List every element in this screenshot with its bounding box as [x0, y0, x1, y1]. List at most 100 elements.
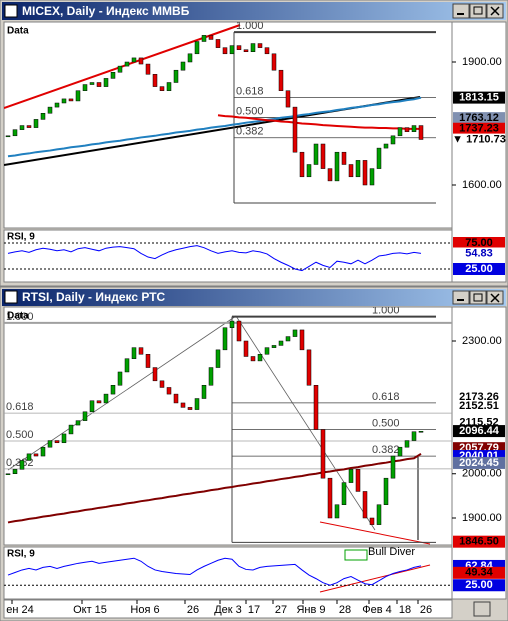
price-box-label: 25.00	[465, 263, 493, 275]
candle	[187, 53, 193, 63]
candle	[222, 327, 228, 351]
candle	[271, 53, 277, 71]
rsi-panel	[3, 546, 453, 600]
candle	[229, 45, 235, 55]
candle	[12, 129, 18, 137]
candle	[201, 385, 207, 399]
candle	[194, 398, 200, 410]
candle	[362, 491, 368, 519]
candle	[5, 135, 11, 138]
candle	[334, 504, 340, 519]
fib-label: 0.500	[372, 417, 400, 429]
price-box-label: 49.34	[465, 567, 493, 579]
rsi-line	[7, 557, 422, 586]
price-box-label: 54.83	[465, 247, 493, 259]
candle	[138, 347, 144, 355]
candle	[411, 431, 417, 441]
fib-label: 0.618	[6, 401, 34, 413]
candle	[362, 160, 368, 186]
x-tick-label: 18	[399, 604, 411, 616]
scale-button[interactable]	[473, 601, 491, 617]
candle	[285, 336, 291, 342]
candle	[54, 440, 60, 444]
candle	[313, 143, 319, 165]
minimize-button[interactable]	[452, 3, 470, 19]
candle	[19, 460, 25, 470]
candle	[404, 440, 410, 448]
candle	[19, 125, 25, 130]
window-buttons	[452, 290, 504, 305]
panel-label: RSI, 9	[7, 232, 35, 243]
candle	[75, 420, 81, 426]
panel-label: Data	[7, 26, 29, 37]
candle	[145, 354, 151, 368]
candle	[278, 340, 284, 346]
candle	[397, 446, 403, 457]
title-bar[interactable]	[2, 2, 506, 20]
candle	[131, 347, 137, 359]
candle	[313, 385, 319, 430]
candle	[40, 113, 46, 120]
moving-average	[217, 114, 421, 130]
candle	[390, 455, 396, 479]
candle	[229, 320, 235, 328]
minimize-button[interactable]	[452, 290, 470, 305]
price-box-label: 2173.26	[459, 391, 499, 403]
price-box	[453, 91, 505, 104]
fib-label: 0.500	[6, 429, 34, 441]
price-box	[453, 579, 505, 592]
price-box-label: 2096.44	[459, 425, 500, 437]
candle	[124, 358, 130, 373]
candle	[355, 160, 361, 178]
window-title: RTSI, Daily - Индекс РТС	[22, 290, 166, 304]
candle	[5, 473, 11, 475]
candle	[124, 61, 130, 67]
price-box-label: 25.00	[465, 579, 493, 591]
candle	[145, 63, 151, 75]
candle	[54, 102, 60, 108]
candle	[117, 65, 123, 73]
x-tick-label: Янв 9	[296, 604, 325, 616]
price-box	[453, 247, 505, 260]
candle	[341, 151, 347, 165]
candle	[306, 164, 312, 178]
candle	[47, 440, 53, 448]
candle	[348, 469, 354, 483]
candle	[138, 57, 144, 65]
candle	[173, 393, 179, 404]
fib-label: 0.382	[236, 126, 264, 138]
price-box-label: 1763.12	[459, 112, 499, 124]
fib-label: 1.000	[372, 305, 400, 317]
candle	[152, 74, 158, 87]
y-tick-label: 1600.00	[462, 179, 502, 191]
x-tick-label: 28	[339, 604, 351, 616]
price-box	[453, 391, 505, 404]
y-tick-label: 2300.00	[462, 335, 502, 347]
fib-label: 0.500	[236, 105, 264, 117]
candle	[355, 469, 361, 492]
layer	[4, 557, 452, 586]
candle	[292, 106, 298, 153]
candle	[264, 47, 270, 55]
candle	[341, 482, 347, 505]
title-bar[interactable]	[2, 289, 506, 306]
window-title: MICEX, Daily - Индекс ММВБ	[22, 4, 190, 18]
candle	[376, 147, 382, 169]
candle	[173, 69, 179, 83]
maximize-button[interactable]	[469, 3, 487, 19]
candle	[75, 90, 81, 102]
candle	[306, 349, 312, 386]
fib-label: 1.000	[6, 311, 34, 323]
layer: 1.000 0.618 0.500 0.382	[5, 22, 436, 204]
trend-line	[235, 315, 376, 531]
fib-label: 0.618	[236, 85, 264, 97]
candle	[348, 164, 354, 178]
candle	[89, 400, 95, 413]
drawings	[319, 549, 431, 593]
panel-label: Data	[7, 311, 29, 322]
maximize-button[interactable]	[469, 290, 487, 305]
price-box	[453, 112, 505, 125]
price-box-label: 1846.50	[459, 536, 499, 548]
window-icon	[4, 4, 18, 18]
